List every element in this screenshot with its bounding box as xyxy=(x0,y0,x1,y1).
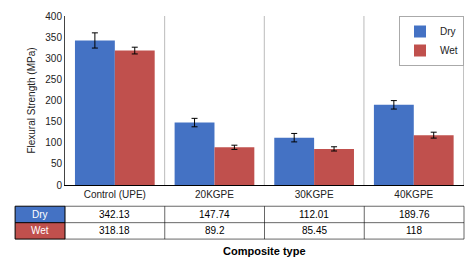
svg-text:318.18: 318.18 xyxy=(99,225,130,236)
svg-text:150: 150 xyxy=(45,116,62,127)
svg-text:118: 118 xyxy=(406,225,422,236)
svg-text:Wet: Wet xyxy=(440,45,458,56)
svg-text:Composite type: Composite type xyxy=(223,245,306,257)
svg-text:342.13: 342.13 xyxy=(99,209,130,220)
svg-text:20KGPE: 20KGPE xyxy=(195,189,234,200)
svg-text:Wet: Wet xyxy=(31,225,49,236)
svg-text:100: 100 xyxy=(45,137,62,148)
svg-text:189.76: 189.76 xyxy=(399,209,430,220)
svg-text:0: 0 xyxy=(56,180,62,191)
svg-text:85.45: 85.45 xyxy=(302,225,327,236)
svg-text:250: 250 xyxy=(45,74,62,85)
svg-text:Dry: Dry xyxy=(440,26,456,37)
svg-text:300: 300 xyxy=(45,53,62,64)
svg-text:50: 50 xyxy=(51,158,63,169)
svg-text:112.01: 112.01 xyxy=(299,209,329,220)
svg-text:Control (UPE): Control (UPE) xyxy=(84,189,146,200)
svg-text:30KGPE: 30KGPE xyxy=(295,189,334,200)
svg-text:400: 400 xyxy=(45,11,62,22)
svg-text:200: 200 xyxy=(45,95,62,106)
svg-text:89.2: 89.2 xyxy=(205,225,225,236)
svg-text:Dry: Dry xyxy=(32,209,48,220)
svg-text:350: 350 xyxy=(45,32,62,43)
svg-text:Flexural Strength (MPa): Flexural Strength (MPa) xyxy=(26,47,37,153)
svg-text:40KGPE: 40KGPE xyxy=(394,189,433,200)
svg-text:147.74: 147.74 xyxy=(199,209,230,220)
